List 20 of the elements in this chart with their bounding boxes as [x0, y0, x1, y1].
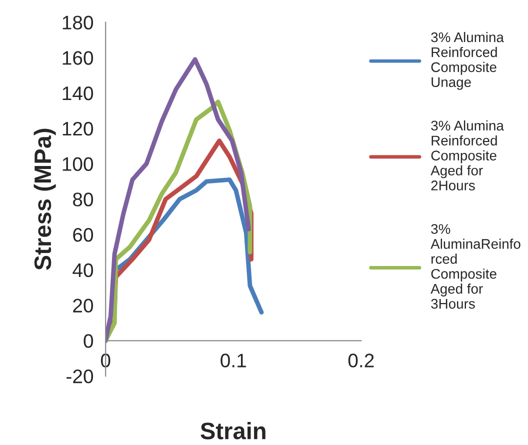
y-tick-label: 180: [62, 16, 94, 30]
line-series: [106, 57, 251, 343]
x-tick-label: 0.2: [348, 354, 374, 368]
y-tick-label: 40: [72, 263, 94, 278]
y-tick-label: 120: [62, 122, 94, 136]
y-tick-label: 140: [62, 86, 94, 100]
y-tick-label: 100: [62, 157, 94, 171]
x-axis-title: Strain: [200, 422, 266, 440]
y-tick-label: 0: [84, 334, 94, 348]
y-tick-label: 60: [73, 228, 94, 242]
legend-label: 3% AluminaReinforced Composite Aged for 3Hours: [430, 224, 520, 309]
legend-label: 3% Alumina Reinforced Composite Unage: [431, 32, 504, 90]
x-tick-label: 0.1: [220, 354, 246, 368]
y-axis-title: Stress (MPa): [34, 128, 56, 270]
y-tick-label: 20: [73, 298, 94, 313]
x-tick-label: 0: [100, 354, 110, 368]
y-tick-label: 160: [62, 51, 94, 65]
y-tick-label: 80: [73, 192, 94, 206]
legend-label: 3% Alumina Reinforced Composite Aged for 2Hours: [430, 120, 504, 190]
y-tick-label: -20: [66, 369, 94, 384]
